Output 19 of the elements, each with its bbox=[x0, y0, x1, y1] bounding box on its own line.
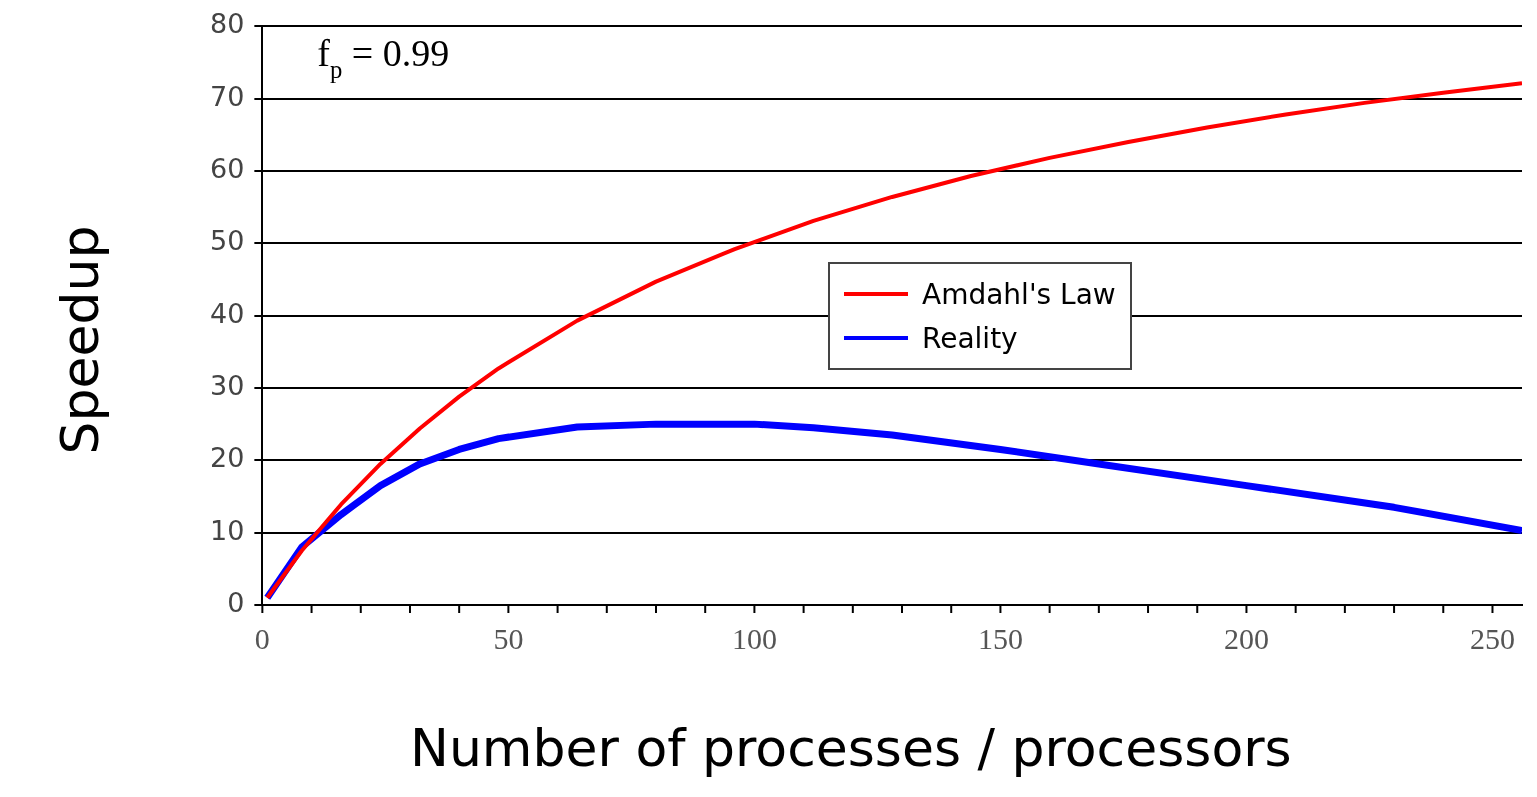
y-tick-label: 0 bbox=[227, 587, 245, 619]
x-tick-label: 50 bbox=[493, 621, 524, 655]
x-tick-label: 200 bbox=[1223, 621, 1269, 655]
y-tick-label: 30 bbox=[210, 369, 245, 401]
legend-label: Reality bbox=[922, 321, 1018, 355]
y-tick-label: 10 bbox=[210, 514, 245, 546]
x-tick-label: 150 bbox=[977, 621, 1023, 655]
y-tick-label: 40 bbox=[210, 297, 245, 329]
y-tick-label: 20 bbox=[210, 442, 245, 474]
x-tick-label: 250 bbox=[1469, 621, 1515, 655]
y-tick-label: 50 bbox=[210, 225, 245, 257]
y-axis-title: Speedup bbox=[50, 224, 110, 457]
x-tick-label: 100 bbox=[731, 621, 777, 655]
y-tick-label: 80 bbox=[210, 8, 245, 40]
x-tick-label: 0 bbox=[254, 621, 270, 655]
y-tick-label: 70 bbox=[210, 80, 245, 112]
x-axis-title: Number of processes / processors bbox=[410, 718, 1292, 778]
y-tick-label: 60 bbox=[210, 152, 245, 184]
legend-label: Amdahl's Law bbox=[922, 277, 1116, 311]
